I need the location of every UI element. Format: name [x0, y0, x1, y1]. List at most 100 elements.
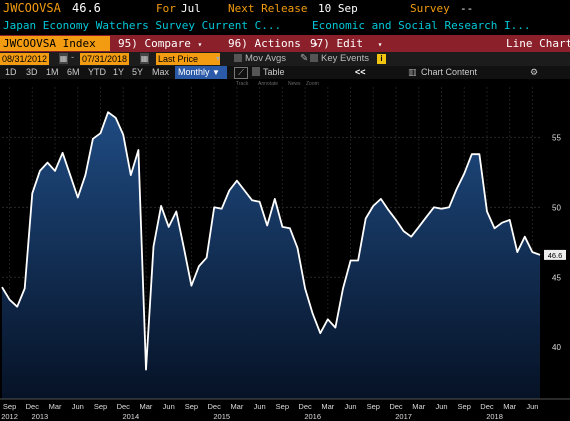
- x-year-label: 2012: [1, 412, 18, 421]
- next-release-date: 10 Sep: [318, 2, 358, 15]
- edit-menu[interactable]: 97) Edit ▾: [310, 35, 382, 52]
- chevron-down-icon: ▾: [313, 40, 319, 49]
- table-button[interactable]: Table: [263, 67, 285, 77]
- period-button-6m[interactable]: 6M: [67, 67, 80, 77]
- series-name: Japan Economy Watchers Survey Current C.…: [3, 19, 282, 32]
- date-separator: -: [71, 52, 75, 63]
- x-tick-label: Dec: [117, 402, 131, 411]
- x-tick-label: Mar: [503, 402, 516, 411]
- period-button-1m[interactable]: 1M: [46, 67, 59, 77]
- track-tool[interactable]: Track: [236, 81, 249, 87]
- end-date-field[interactable]: 07/31/2018: [80, 53, 130, 65]
- last-value: 46.6: [72, 1, 101, 15]
- frequency-label: Monthly: [178, 67, 210, 77]
- checkbox-icon: [234, 54, 242, 63]
- x-tick-label: Mar: [412, 402, 425, 411]
- x-tick-label: Sep: [94, 402, 107, 411]
- x-tick-label: Dec: [298, 402, 312, 411]
- x-year-label: 2013: [32, 412, 49, 421]
- last-value-tag: [544, 249, 566, 260]
- period-button-5y[interactable]: 5Y: [132, 67, 144, 77]
- annotate-tool[interactable]: Annotate: [258, 81, 279, 87]
- table-icon[interactable]: [252, 67, 260, 76]
- mov-avgs-label: Mov Avgs: [245, 53, 287, 64]
- calendar-icon[interactable]: ▦: [59, 53, 68, 64]
- x-tick-label: Dec: [26, 402, 40, 411]
- mov-avgs-toggle[interactable]: Mov Avgs: [234, 53, 286, 65]
- ticker-symbol: JWCOOVSA: [3, 1, 61, 15]
- calendar-icon[interactable]: ▦: [140, 53, 149, 64]
- date-toolbar: 08/31/2012 ▦ - 07/31/2018 ▦ Last Price ▾…: [0, 52, 570, 66]
- grid-lines: [2, 87, 540, 399]
- actions-menu[interactable]: 96) Actions ▾: [228, 35, 318, 52]
- x-year-label: 2018: [486, 412, 503, 421]
- period-button-3d[interactable]: 3D: [26, 67, 38, 77]
- frequency-selector[interactable]: Monthly ▼: [175, 66, 227, 79]
- pencil-icon[interactable]: ✎: [300, 53, 309, 64]
- news-tool[interactable]: News: [288, 81, 301, 87]
- x-year-label: 2017: [395, 412, 412, 421]
- chevron-down-icon[interactable]: ▾: [216, 54, 221, 63]
- actions-label: 96) Actions: [228, 37, 301, 50]
- field-label: Last Price: [158, 54, 199, 64]
- x-tick-label: Jun: [254, 402, 266, 411]
- last-value-label: 46.6: [548, 251, 563, 260]
- chevron-down-icon: ▾: [377, 40, 383, 49]
- chart-type-label: Line Chart: [506, 37, 570, 50]
- series-area: [1, 111, 541, 399]
- chevron-down-icon: ▾: [197, 40, 203, 49]
- for-label: For: [156, 2, 176, 15]
- collapse-button[interactable]: <<: [355, 67, 366, 77]
- x-tick-label: Mar: [321, 402, 334, 411]
- compare-menu[interactable]: 95) Compare ▾: [118, 35, 202, 52]
- chevron-down-icon: ▼: [212, 68, 220, 77]
- x-tick-label: Dec: [207, 402, 221, 411]
- chart-content-icon: ▥: [408, 67, 417, 77]
- x-tick-label: Sep: [3, 402, 16, 411]
- x-year-label: 2014: [122, 412, 139, 421]
- x-tick-label: Dec: [480, 402, 494, 411]
- x-tick-label: Jun: [72, 402, 84, 411]
- next-release-label: Next Release: [228, 2, 308, 15]
- period-button-max[interactable]: Max: [152, 67, 170, 77]
- survey-label: Survey: [410, 2, 450, 15]
- x-tick-label: Jun: [526, 402, 538, 411]
- zoom-tool[interactable]: Zoom: [306, 81, 319, 87]
- y-axis: 40 45 50 55 46.6: [544, 133, 566, 352]
- start-date-field[interactable]: 08/31/2012: [0, 53, 50, 65]
- period-button-1y[interactable]: 1Y: [113, 67, 125, 77]
- x-tick-label: Dec: [389, 402, 403, 411]
- period-button-1d[interactable]: 1D: [5, 67, 17, 77]
- source-name: Economic and Social Research I...: [312, 19, 531, 32]
- security-field[interactable]: JWCOOVSA Index: [0, 36, 110, 51]
- x-tick-label: Jun: [435, 402, 447, 411]
- x-axis: Sep Dec Mar Jun Sep Dec Mar Jun Sep Dec Mar Jun Sep D…: [0, 398, 570, 421]
- series-line: [1, 111, 541, 371]
- survey-value: --: [460, 2, 474, 15]
- line-chart-icon[interactable]: ⟋: [234, 67, 248, 79]
- y-tick-label: 45: [552, 273, 561, 282]
- period-button-ytd[interactable]: YTD: [88, 67, 106, 77]
- key-events-toggle[interactable]: Key Events: [310, 53, 369, 65]
- x-tick-label: Sep: [458, 402, 471, 411]
- x-year-label: 2015: [213, 412, 230, 421]
- menu-bar: JWCOOVSA Index 95) Compare ▾ 96) Actions…: [0, 35, 570, 52]
- key-events-label: Key Events: [321, 53, 370, 64]
- x-tick-label: Sep: [276, 402, 289, 411]
- x-tick-label: Jun: [163, 402, 175, 411]
- x-tick-label: Mar: [49, 402, 62, 411]
- x-tick-label: Mar: [140, 402, 153, 411]
- field-selector[interactable]: Last Price: [156, 53, 220, 65]
- y-tick-label: 50: [552, 203, 561, 212]
- x-tick-label: Sep: [367, 402, 380, 411]
- info-icon[interactable]: i: [377, 54, 386, 64]
- subtitle-bar: Japan Economy Watchers Survey Current C.…: [0, 17, 570, 35]
- compare-label: 95) Compare: [118, 37, 191, 50]
- x-tick-label: Mar: [230, 402, 243, 411]
- chart-content-button[interactable]: Chart Content: [421, 67, 478, 77]
- gear-icon[interactable]: ⚙: [530, 67, 539, 77]
- x-tick-label: Sep: [185, 402, 198, 411]
- edit-label: 97) Edit: [310, 37, 363, 50]
- for-period: Jul: [181, 2, 201, 15]
- header-bar: JWCOOVSA 46.6 For Jul Next Release 10 Se…: [0, 0, 570, 17]
